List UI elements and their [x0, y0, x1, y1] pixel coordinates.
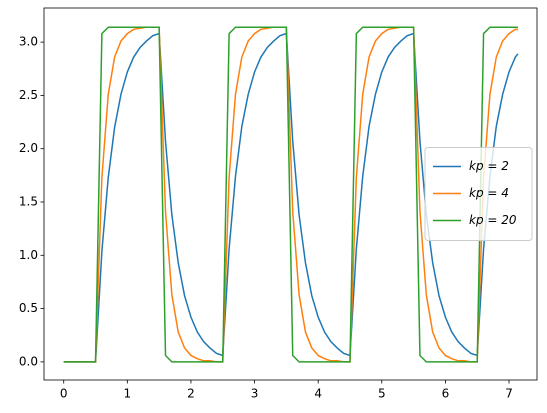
series-line	[63, 26, 518, 363]
series-line	[63, 26, 518, 363]
x-tick-label: 5	[378, 387, 386, 401]
y-tick-label: 0.5	[19, 301, 38, 315]
series-line	[63, 32, 519, 363]
y-tick-label: 3.0	[19, 35, 38, 49]
y-tick-label: 0.0	[19, 354, 38, 368]
y-tick-label: 2.0	[19, 141, 38, 155]
legend-label: kp = 2	[469, 159, 509, 173]
legend-label: kp = 20	[469, 213, 517, 227]
plot-frame	[43, 7, 538, 381]
x-tick-label: 2	[187, 387, 195, 401]
legend-label: kp = 4	[469, 186, 509, 200]
y-tick-label: 2.5	[19, 88, 38, 102]
x-tick-label: 7	[505, 387, 513, 401]
y-tick-label: 1.5	[19, 194, 38, 208]
legend-box	[424, 147, 533, 241]
x-tick-label: 3	[251, 387, 259, 401]
x-tick-label: 0	[60, 387, 68, 401]
x-tick-label: 1	[124, 387, 132, 401]
x-tick-label: 6	[442, 387, 450, 401]
x-tick-label: 4	[314, 387, 322, 401]
y-tick-label: 1.0	[19, 248, 38, 262]
